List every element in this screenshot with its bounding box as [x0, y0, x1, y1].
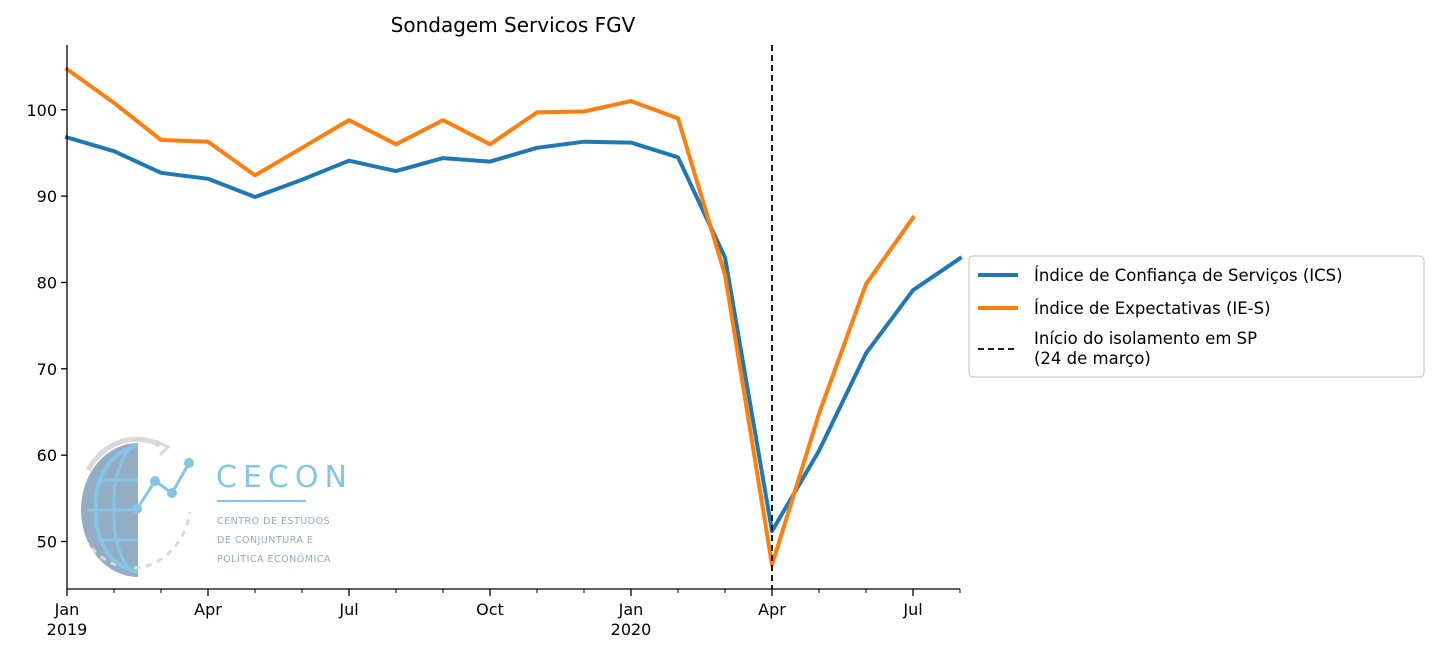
series-line-ics: [64, 134, 963, 534]
chart-title: Sondagem Servicos FGV: [391, 13, 636, 37]
cecon-logo-subtitle-1: CENTRO DE ESTUDOS: [217, 516, 330, 527]
legend-label-ics: Índice de Confiança de Serviços (ICS): [1034, 266, 1343, 285]
x-tick-label: Oct: [476, 600, 504, 619]
x-tick-label: Jan: [618, 600, 644, 619]
y-tick-label: 60: [37, 446, 57, 465]
y-tick-label: 50: [37, 533, 57, 552]
x-tick-label: Apr: [758, 600, 786, 619]
legend-label-isolation-line: (24 de março): [1034, 349, 1151, 368]
legend-label-isolation: Início do isolamento em SP (24 de março): [1034, 329, 1257, 368]
x-tick-label: Jul: [338, 600, 358, 619]
legend: Índice de Confiança de Serviços (ICS) Ín…: [968, 255, 1425, 378]
cecon-logo: CECON CENTRO DE ESTUDOS DE CONJUNTURA E …: [81, 436, 353, 577]
y-tick-label: 70: [37, 360, 57, 379]
legend-label-ies: Índice de Expectativas (IE-S): [1034, 299, 1271, 318]
cecon-logo-subtitle-2: DE CONJUNTURA E: [217, 535, 313, 546]
series-line-ies: [64, 66, 916, 567]
y-tick-label: 80: [37, 273, 57, 292]
y-tick-label: 90: [37, 187, 57, 206]
x-tick-label: Jul: [902, 600, 922, 619]
legend-label-isolation-line: Início do isolamento em SP: [1034, 329, 1257, 348]
x-tick-label: 2019: [47, 620, 88, 639]
x-tick-label: Apr: [194, 600, 222, 619]
cecon-logo-subtitle-3: POLÍTICA ECONÔMICA: [217, 553, 331, 565]
x-tick-label: 2020: [611, 620, 652, 639]
cecon-globe-emblem: [81, 436, 194, 577]
cecon-logo-title: CECON: [216, 460, 353, 495]
legend-frame: [968, 255, 1425, 378]
x-tick-label: Jan: [54, 600, 80, 619]
y-tick-label: 100: [26, 101, 57, 120]
